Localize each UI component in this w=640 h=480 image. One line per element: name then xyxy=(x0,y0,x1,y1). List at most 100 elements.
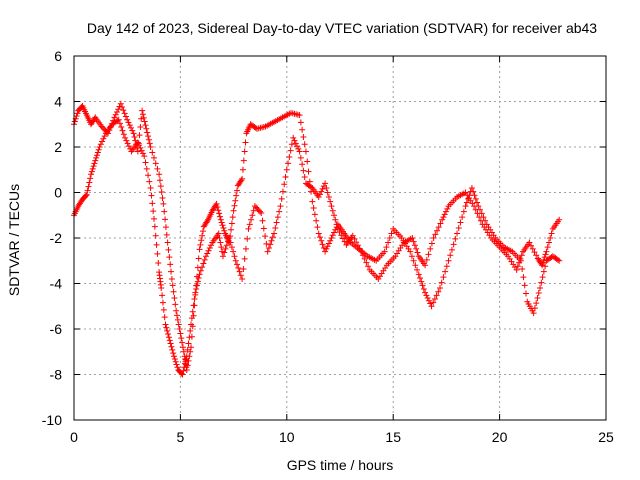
data-point-fill xyxy=(305,168,312,175)
data-point-fill xyxy=(89,165,96,172)
data-point xyxy=(439,216,446,223)
data-point-fill xyxy=(554,256,561,263)
data-point-fill xyxy=(233,192,240,199)
data-point-fill xyxy=(363,259,370,266)
data-point-fill xyxy=(408,253,415,260)
data-point-fill xyxy=(229,214,236,221)
data-point-fill xyxy=(151,215,158,222)
data-point-fill xyxy=(138,147,145,154)
data-point-fill xyxy=(159,292,166,299)
data-point xyxy=(98,123,105,130)
data-point-fill xyxy=(179,344,186,351)
data-point-fill xyxy=(435,288,442,295)
data-point-fill xyxy=(470,188,477,195)
data-point xyxy=(271,230,278,237)
data-point-fill xyxy=(425,251,432,258)
data-point xyxy=(192,289,199,296)
data-point xyxy=(471,203,478,210)
data-point-fill xyxy=(544,244,551,251)
data-point-fill xyxy=(91,160,98,167)
data-point-fill xyxy=(167,261,174,268)
data-point-fill xyxy=(359,252,366,259)
data-point-fill xyxy=(142,122,149,129)
data-point-fill xyxy=(272,224,279,231)
data-point-fill xyxy=(165,246,172,253)
data-point-fill xyxy=(471,192,478,199)
data-point-fill xyxy=(540,268,547,275)
data-point-fill xyxy=(540,259,547,266)
data-point xyxy=(537,285,544,292)
data-point-fill xyxy=(146,178,153,185)
data-point-fill xyxy=(282,174,289,181)
data-point-fill xyxy=(463,199,470,206)
data-point-fill xyxy=(442,268,449,275)
data-point xyxy=(117,100,124,107)
data-point-fill xyxy=(265,245,272,252)
data-point-fill xyxy=(140,114,147,121)
data-point-fill xyxy=(423,256,430,263)
data-point xyxy=(309,198,316,205)
data-point xyxy=(139,107,146,114)
data-point-fill xyxy=(126,122,133,129)
data-point-fill xyxy=(514,263,521,270)
data-point-fill xyxy=(73,113,80,120)
data-point xyxy=(526,239,533,246)
data-point-fill xyxy=(168,343,175,350)
data-point-fill xyxy=(457,219,464,226)
data-point-fill xyxy=(292,140,299,147)
data-point-fill xyxy=(440,274,447,281)
data-point-fill xyxy=(419,282,426,289)
data-point xyxy=(296,112,303,119)
data-point-fill xyxy=(238,177,245,184)
data-point-fill xyxy=(316,234,323,241)
data-point-fill xyxy=(131,133,138,140)
data-point xyxy=(437,285,444,292)
data-point-fill xyxy=(195,275,202,282)
data-point-fill xyxy=(222,245,229,252)
data-point xyxy=(226,235,233,241)
data-point-fill xyxy=(154,165,161,172)
data-point-fill xyxy=(433,292,440,299)
data-point-fill xyxy=(301,141,308,148)
data-point xyxy=(130,130,137,137)
data-point-fill xyxy=(120,107,127,114)
data-point-fill xyxy=(448,246,455,253)
data-point-fill xyxy=(240,157,247,164)
data-point-fill xyxy=(414,249,421,256)
data-point-fill xyxy=(354,242,361,249)
data-point-fill xyxy=(331,212,338,219)
data-point-fill xyxy=(472,195,479,202)
data-point xyxy=(296,148,303,155)
data-point-fill xyxy=(438,279,445,286)
data-point xyxy=(171,353,178,360)
data-point-fill xyxy=(157,183,164,190)
data-point-fill xyxy=(327,198,334,205)
data-point-fill xyxy=(145,136,152,143)
data-point xyxy=(415,271,422,278)
data-point xyxy=(147,184,154,191)
data-point-fill xyxy=(241,148,248,155)
data-point-fill xyxy=(300,133,307,140)
data-point-fill xyxy=(539,274,546,281)
data-point-fill xyxy=(361,255,368,262)
data-point-fill xyxy=(542,263,549,270)
data-point xyxy=(239,175,246,182)
data-point-fill xyxy=(115,106,122,113)
data-point-fill xyxy=(160,306,167,313)
data-point-fill xyxy=(165,334,172,341)
data-point-fill xyxy=(242,245,249,252)
data-point-fill xyxy=(430,299,437,306)
y-axis-label: SDTVAR / TECUs xyxy=(6,184,22,296)
data-point xyxy=(302,148,309,155)
data-point-fill xyxy=(170,288,177,295)
data-point xyxy=(177,330,184,337)
x-tick-label: 25 xyxy=(598,429,614,445)
data-point-fill xyxy=(187,327,194,334)
data-point-fill xyxy=(200,260,207,267)
data-point-fill xyxy=(412,262,419,269)
data-point-fill xyxy=(206,245,213,252)
data-point-fill xyxy=(189,308,196,315)
data-point-fill xyxy=(171,356,178,363)
x-tick-label: 20 xyxy=(492,429,508,445)
data-point xyxy=(134,148,141,155)
